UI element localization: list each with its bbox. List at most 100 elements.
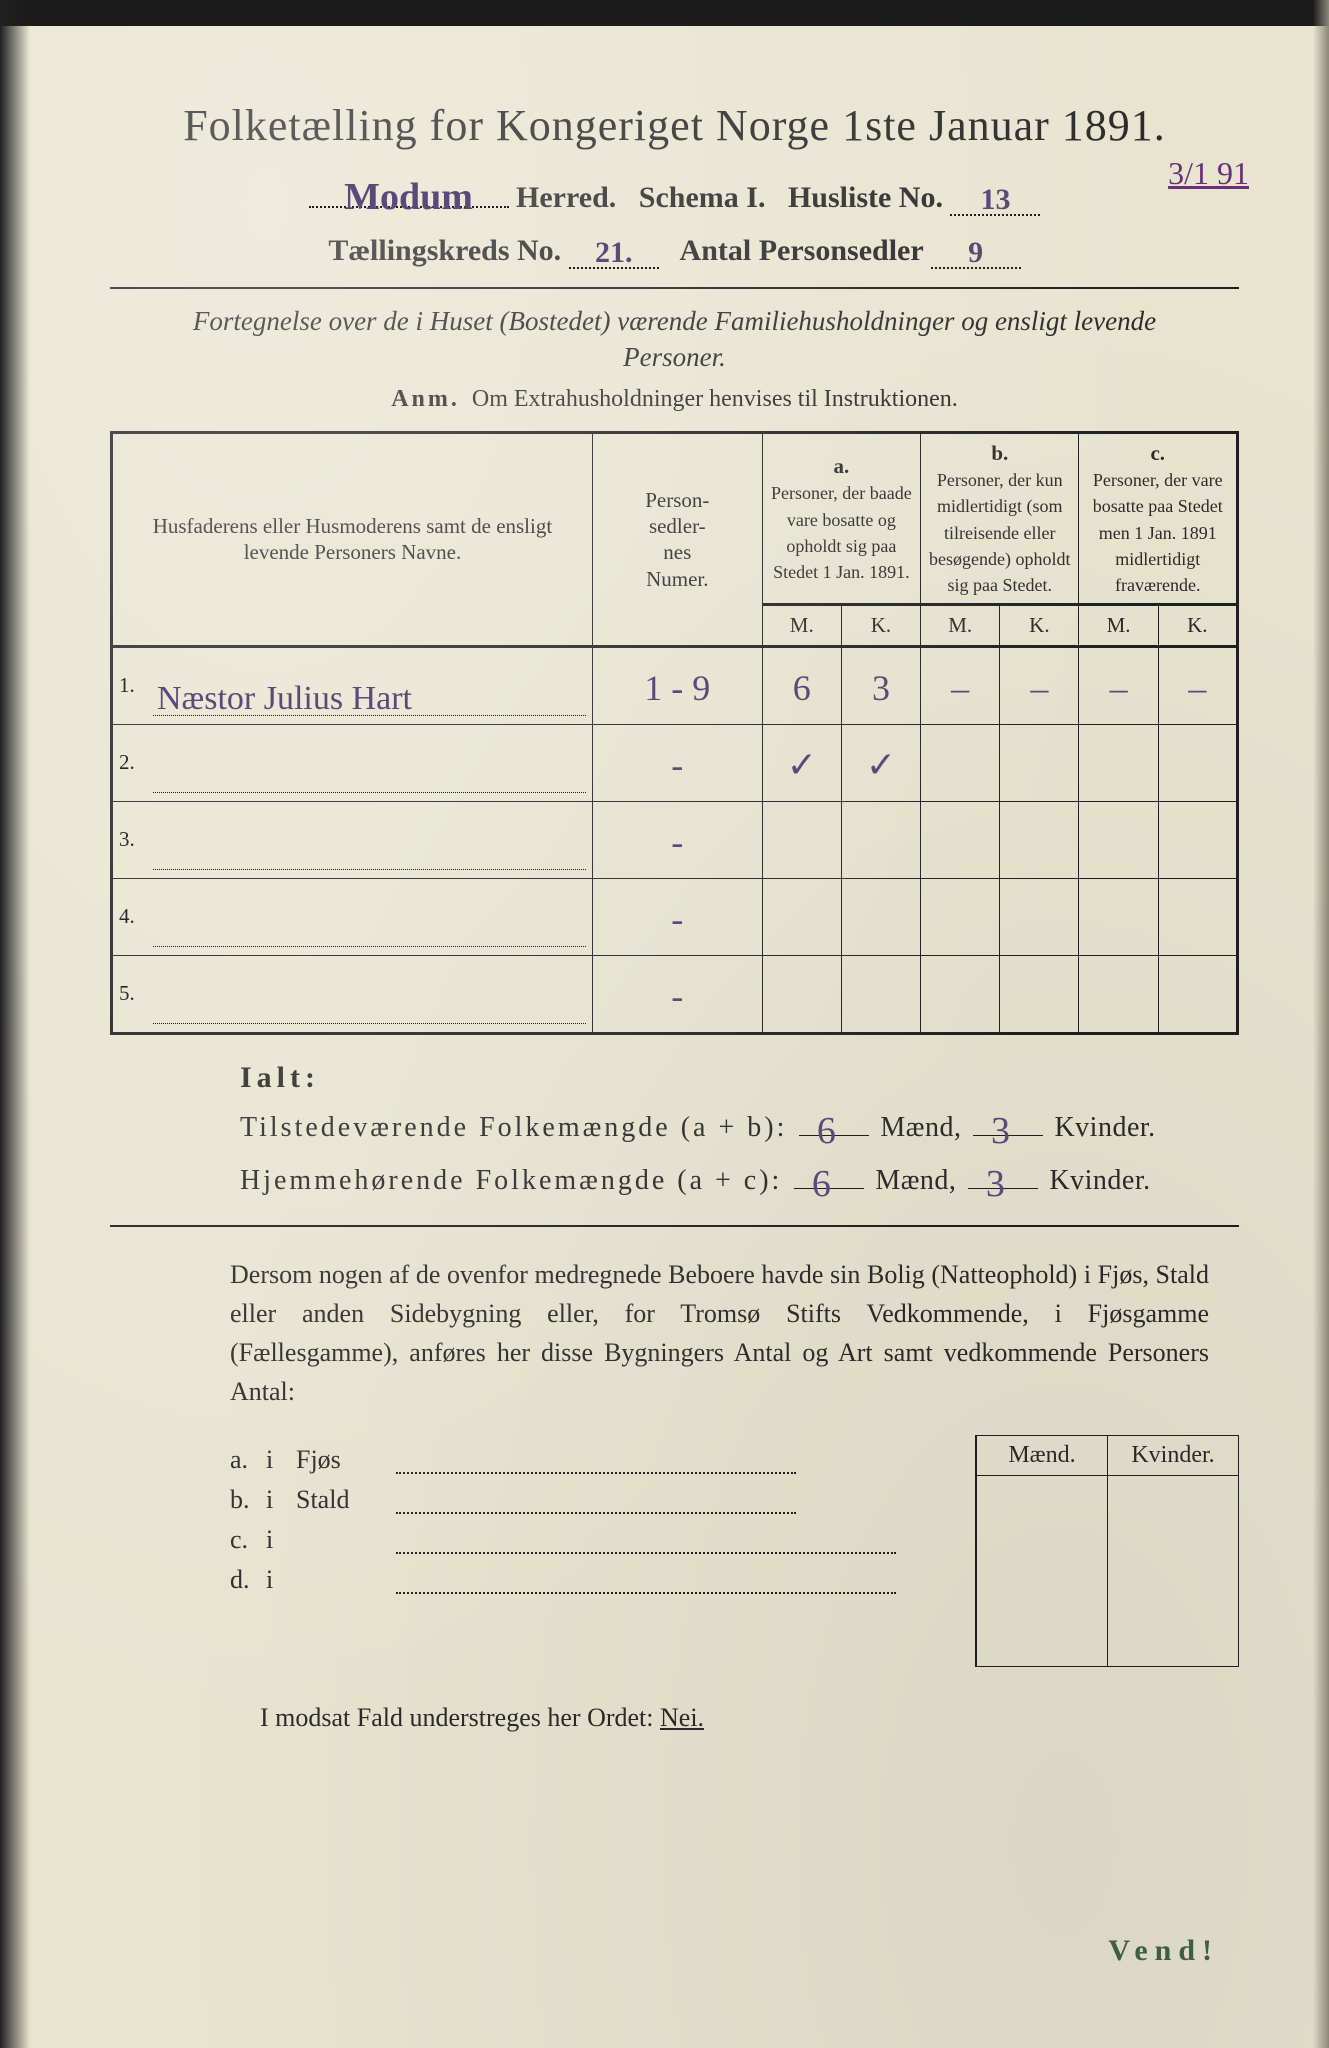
row-name-baseline [153,1023,586,1024]
margin-date-note: 3/1 91 [1168,155,1249,192]
th-b-k: K. [1000,605,1079,646]
building-i: i [266,1565,296,1595]
building-k-col: Kvinder. [1107,1435,1238,1667]
row-name-baseline [153,869,586,870]
building-k-cells [1108,1476,1238,1667]
row-cell [762,878,841,955]
row-name-cell: 5. [112,955,593,1033]
th-a: a. Personer, der baade vare bosatte og o… [762,432,920,605]
th-b-text: Personer, der kun midlertidigt (som tilr… [929,470,1070,595]
building-paragraph: Dersom nogen af de ovenfor medregnede Be… [230,1255,1209,1411]
row-cell [1158,801,1237,878]
husliste-label: Husliste No. [788,181,943,214]
building-letter: d. [230,1565,266,1595]
ialt-maend-2: Mænd, [875,1165,956,1196]
husliste-field: 13 [950,181,1040,216]
row-cell: – [1079,646,1158,724]
kreds-label: Tællingskreds No. [328,234,561,267]
row-cell [841,878,920,955]
herred-field: Modum [309,173,509,208]
cell-value: 1 - 9 [644,668,710,708]
kreds-field: 21. [569,234,659,269]
row-name-cell: 2. [112,724,593,801]
row-cell [1079,801,1158,878]
ialt-line-2: Hjemmehørende Folkemængde (a + c): 6 Mæn… [240,1160,1239,1197]
ialt1-m: 6 [817,1109,837,1139]
ialt-kvinder-2: Kvinder. [1049,1165,1150,1196]
row-cell [921,955,1000,1033]
row-cell: - [592,801,762,878]
row-cell [1079,724,1158,801]
building-line: d.i [230,1565,975,1595]
intro-text: Fortegnelse over de i Huset (Bostedet) v… [150,303,1199,376]
building-m-cells [977,1476,1107,1667]
building-k-hdr: Kvinder. [1108,1435,1238,1476]
cell-value: - [671,899,683,939]
row-cell: – [921,646,1000,724]
th-b-m: M. [921,605,1000,646]
row-cell [841,955,920,1033]
kreds-value: 21. [595,236,633,269]
th-c-m: M. [1079,605,1158,646]
row-cell: 3 [841,646,920,724]
ialt-section: Ialt: Tilstedeværende Folkemængde (a + b… [240,1061,1239,1197]
row-cell [1000,955,1079,1033]
row-cell: 1 - 9 [592,646,762,724]
row-cell: - [592,724,762,801]
census-form-page: Folketælling for Kongeriget Norge 1ste J… [0,0,1329,2048]
cell-value: – [951,668,969,708]
building-dots [396,1489,796,1514]
husliste-value: 13 [980,183,1010,216]
building-m-hdr: Mænd. [977,1435,1107,1476]
scan-shadow-right [1313,0,1329,2048]
row-cell: - [592,955,762,1033]
building-name: Fjøs [296,1445,396,1475]
ialt1-label: Tilstedeværende Folkemængde (a + b): [240,1112,787,1143]
row-name-cell: 3. [112,801,593,878]
th-name: Husfaderens eller Husmoderens samt de en… [112,432,593,646]
building-dots [396,1529,896,1554]
building-table: a.iFjøsb.iStaldc.id.i Mænd. Kvinder. [230,1435,1239,1667]
census-table: Husfaderens eller Husmoderens samt de en… [110,431,1239,1035]
building-paragraph-text: Dersom nogen af de ovenfor medregnede Be… [230,1260,1209,1406]
building-i: i [266,1525,296,1555]
antal-value: 9 [968,236,983,269]
row-cell [921,724,1000,801]
herred-label: Herred. [516,181,616,214]
building-line: a.iFjøs [230,1445,975,1475]
row-name-baseline [153,792,586,793]
antal-label: Antal Personsedler [680,234,924,267]
building-i: i [266,1445,296,1475]
th-c-text: Personer, der vare bosatte paa Stedet me… [1093,470,1223,595]
row-cell [1000,724,1079,801]
row-cell: – [1158,646,1237,724]
row-cell [762,955,841,1033]
cell-value: – [1030,668,1048,708]
cell-value: - [671,745,683,785]
header-line-2: Tællingskreds No. 21. Antal Personsedler… [110,234,1239,269]
vend-label: Vend! [1108,1934,1219,1968]
scan-edge-top [0,0,1329,26]
row-number: 3. [119,827,147,852]
th-a-k: K. [841,605,920,646]
building-letter: c. [230,1525,266,1555]
ialt-lead: Ialt: [240,1061,1239,1095]
table-row: 5. - [112,955,1238,1033]
nei-text: I modsat Fald understreges her Ordet: [260,1703,654,1732]
nei-line: I modsat Fald understreges her Ordet: Ne… [260,1703,1239,1733]
row-number: 5. [119,981,147,1006]
row-cell: - [592,878,762,955]
ialt2-m-field: 6 [794,1160,864,1189]
ialt-kvinder-1: Kvinder. [1054,1112,1155,1143]
ialt-maend-1: Mænd, [880,1112,961,1143]
building-mk-columns: Mænd. Kvinder. [975,1435,1239,1667]
cell-value: – [1110,668,1128,708]
ialt1-k-field: 3 [973,1107,1043,1136]
scan-shadow-left [0,0,30,2048]
th-c-label: c. [1150,441,1165,465]
building-i: i [266,1485,296,1515]
row-cell [1000,878,1079,955]
row-cell [1158,955,1237,1033]
building-lines: a.iFjøsb.iStaldc.id.i [230,1435,975,1667]
page-title: Folketælling for Kongeriget Norge 1ste J… [110,100,1239,151]
